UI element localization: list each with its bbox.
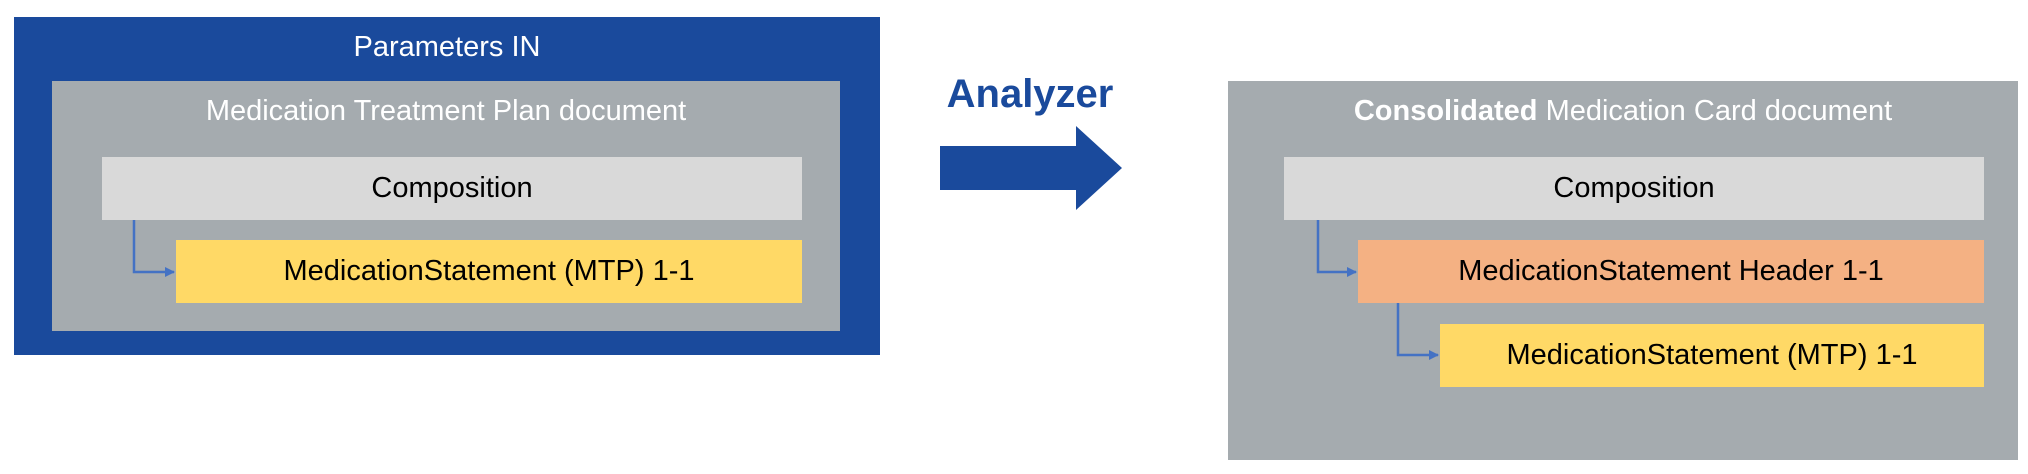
right-medication-statement-mtp: MedicationStatement (MTP) 1-1 xyxy=(1440,324,1984,387)
left-medication-statement-mtp: MedicationStatement (MTP) 1-1 xyxy=(176,240,802,303)
right-composition-box: Composition xyxy=(1284,157,1984,220)
parameters-in-title: Parameters IN xyxy=(353,30,541,63)
analyzer-label: Analyzer xyxy=(946,71,1114,116)
left-composition-box: Composition xyxy=(102,157,802,220)
medication-treatment-plan-title: Medication Treatment Plan document xyxy=(205,94,687,127)
consolidated-title-bold: Consolidated xyxy=(1353,94,1538,127)
consolidated-document-title: Consolidated Medication Card document xyxy=(1228,88,2018,134)
analyzer-arrow-icon xyxy=(940,126,1122,210)
right-medication-statement-header: MedicationStatement Header 1-1 xyxy=(1358,240,1984,303)
consolidated-title-rest: Medication Card document xyxy=(1537,94,1893,127)
